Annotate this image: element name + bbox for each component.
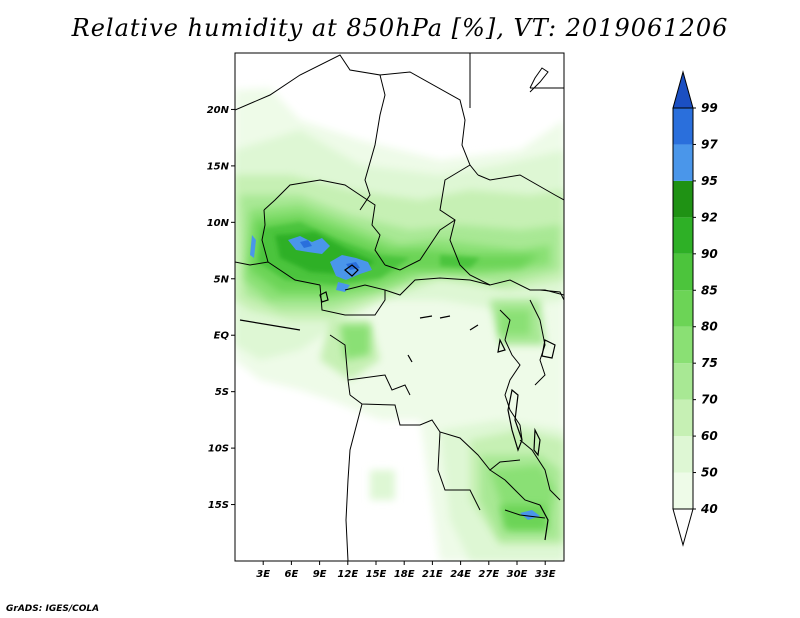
coast-feature (529, 67, 549, 93)
colorbar-swatch (673, 326, 693, 364)
colorbar-label: 40 (700, 502, 718, 516)
colorbar-label: 99 (701, 101, 718, 115)
lat-tick-label: 10S (208, 444, 229, 455)
colorbar-over-triangle (672, 70, 694, 109)
credit-label: GrADS: IGES/COLA (6, 604, 100, 614)
colorbar-swatch (673, 436, 693, 473)
lat-tick-label: 20N (207, 105, 230, 116)
colorbar-label: 90 (701, 247, 718, 261)
axis-ticks (231, 108, 546, 565)
colorbar-swatch (673, 180, 693, 218)
lat-tick-label: 5S (215, 387, 229, 398)
colorbar-swatch (673, 217, 693, 254)
lon-tick-label: 33E (535, 569, 556, 580)
lon-tick-label: 15E (366, 569, 387, 580)
colorbar-swatch (673, 399, 693, 437)
colorbar-swatch (673, 290, 693, 327)
colorbar-label: 85 (701, 283, 718, 297)
lat-tick-label: 15S (208, 500, 229, 511)
colorbar: 40 50 60 70 75 80 85 90 92 95 97 99 (672, 70, 718, 547)
lon-tick-label: 3E (256, 569, 270, 580)
colorbar-label: 70 (701, 393, 718, 407)
humidity-field (235, 53, 564, 561)
colorbar-swatch (673, 108, 693, 145)
lat-tick-label: EQ (214, 331, 230, 342)
colorbar-swatch (673, 472, 693, 509)
colorbar-under-triangle (672, 508, 694, 547)
lon-tick-label: 9E (313, 569, 327, 580)
colorbar-label: 92 (701, 210, 718, 224)
colorbar-swatch (673, 363, 693, 400)
lat-tick-label: 10N (207, 218, 230, 229)
colorbar-label: 95 (701, 174, 718, 188)
colorbar-outline (672, 107, 694, 510)
lon-tick-label: 12E (337, 569, 358, 580)
lat-tick-label: 15N (207, 161, 230, 172)
map-frame (234, 52, 565, 562)
map-title: Relative humidity at 850hPa [%], VT: 201… (71, 14, 729, 42)
lon-tick-label: 18E (394, 569, 415, 580)
colorbar-label: 60 (701, 429, 718, 443)
colorbar-label: 97 (701, 137, 718, 151)
lat-tick-label: 5N (214, 274, 230, 285)
colorbar-label: 50 (701, 466, 718, 480)
colorbar-label: 75 (701, 356, 718, 370)
lon-tick-label: 21E (422, 569, 443, 580)
lon-tick-label: 30E (507, 569, 528, 580)
axis-labels: 20N 15N 10N 5N EQ 5S 10S 15S 3E 6E 9E 12E 15E 18E 21E 2… (207, 105, 556, 580)
colorbar-swatch (673, 253, 693, 291)
lakes (239, 264, 556, 541)
lon-tick-label: 6E (285, 569, 299, 580)
lon-tick-label: 27E (478, 569, 499, 580)
colorbar-label: 80 (701, 320, 718, 334)
lon-tick-label: 24E (450, 569, 471, 580)
colorbar-swatch (673, 144, 693, 181)
